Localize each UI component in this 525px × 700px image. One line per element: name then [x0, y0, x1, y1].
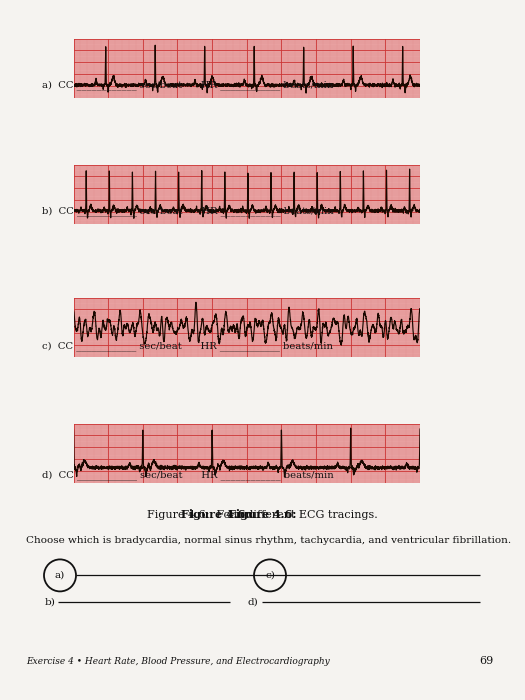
Text: 69: 69	[479, 657, 494, 666]
Text: Figure 4.6:: Figure 4.6:	[181, 509, 249, 520]
Text: d)  CC ____________ sec/beat      HR ____________ beats/min: d) CC ____________ sec/beat HR _________…	[42, 470, 334, 480]
Text: Choose which is bradycardia, normal sinus rhythm, tachycardia, and ventricular f: Choose which is bradycardia, normal sinu…	[26, 536, 511, 545]
Text: Figure 4.6:  Four different ECG tracings.: Figure 4.6: Four different ECG tracings.	[147, 510, 378, 519]
Text: a): a)	[55, 571, 65, 580]
Text: c): c)	[265, 571, 275, 580]
Text: d): d)	[248, 598, 259, 606]
Text: b): b)	[45, 598, 56, 606]
Text: c)  CC ____________ sec/beat      HR ____________ beats/min: c) CC ____________ sec/beat HR _________…	[42, 341, 333, 351]
Text: b)  CC ____________ sec/beat      HR ____________ beats/min: b) CC ____________ sec/beat HR _________…	[42, 206, 334, 216]
Text: Exercise 4 • Heart Rate, Blood Pressure, and Electrocardiography: Exercise 4 • Heart Rate, Blood Pressure,…	[26, 657, 330, 666]
Text: Figure 4.6:: Figure 4.6:	[228, 509, 297, 520]
Text: a)  CC ____________ sec/beat      HR ____________ beats/min: a) CC ____________ sec/beat HR _________…	[42, 80, 333, 90]
